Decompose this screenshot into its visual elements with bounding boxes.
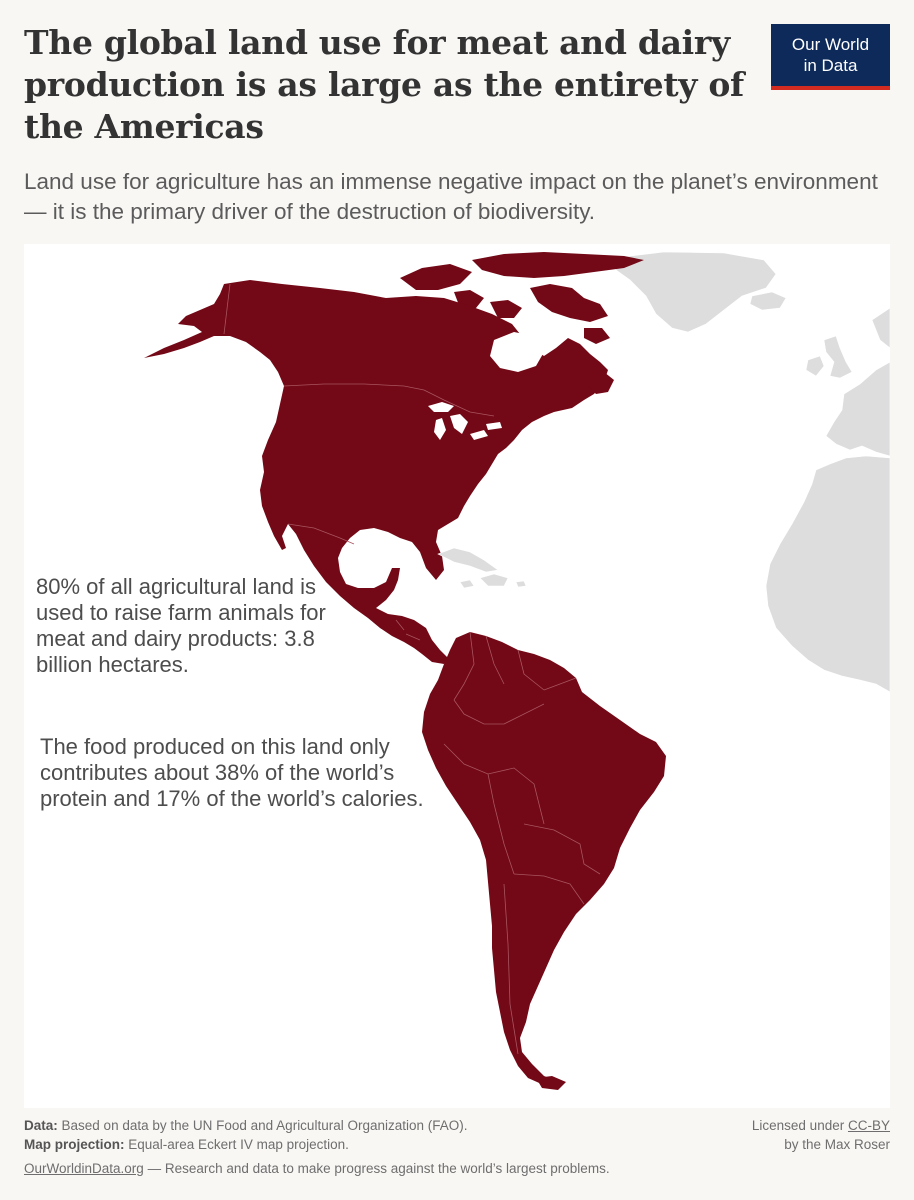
footer-license: Licensed under CC-BY by the Max Roser	[690, 1116, 890, 1154]
owid-logo[interactable]: Our World in Data	[771, 24, 890, 90]
hudson-bay	[490, 332, 544, 372]
great-lakes	[428, 402, 502, 440]
europe	[825, 361, 890, 457]
greenland	[613, 251, 777, 333]
data-text: Based on data by the UN Food and Agricul…	[61, 1118, 468, 1133]
site-tagline: — Research and data to make progress aga…	[147, 1161, 610, 1176]
national-borders	[223, 283, 601, 1055]
projection-text: Equal-area Eckert IV map projection.	[128, 1137, 349, 1152]
scandinavia	[871, 307, 890, 349]
chart-subtitle: Land use for agriculture has an immense …	[24, 169, 878, 224]
great-britain	[823, 335, 853, 379]
projection-line: Map projection: Equal-area Eckert IV map…	[24, 1135, 724, 1154]
newfoundland	[588, 372, 614, 394]
site-link[interactable]: OurWorldinData.org	[24, 1161, 144, 1176]
ireland	[805, 355, 825, 377]
north-america	[144, 280, 608, 664]
cuba	[437, 547, 499, 573]
license-link[interactable]: CC-BY	[847, 1118, 890, 1133]
africa	[765, 455, 890, 693]
author-line: by the Max Roser	[784, 1137, 890, 1152]
map-panel: 80% of all agricultural land is used to …	[24, 244, 890, 1108]
world-map	[144, 251, 890, 1090]
arctic-islands	[400, 252, 644, 344]
hispaniola	[479, 573, 509, 587]
chart-title: The global land use for meat and dairy p…	[24, 23, 744, 146]
tierra-del-fuego	[536, 1076, 566, 1090]
data-label: Data:	[24, 1118, 58, 1133]
license-prefix: Licensed under	[751, 1118, 845, 1133]
license-line: Licensed under CC-BY	[690, 1116, 890, 1135]
logo-line-2: in Data	[803, 56, 858, 75]
puerto-rico	[515, 580, 527, 588]
projection-label: Map projection:	[24, 1137, 125, 1152]
logo-line-1: Our World	[791, 35, 870, 54]
iceland	[749, 291, 787, 311]
site-line: OurWorldinData.org — Research and data t…	[24, 1159, 890, 1178]
data-source-line: Data: Based on data by the UN Food and A…	[24, 1116, 724, 1135]
annotation-livestock-land: 80% of all agricultural land is used to …	[36, 574, 326, 677]
annotation-food-contribution: The food produced on this land only cont…	[40, 734, 424, 811]
footer-sources: Data: Based on data by the UN Food and A…	[24, 1116, 724, 1154]
jamaica	[459, 579, 475, 589]
south-america	[422, 632, 666, 1086]
